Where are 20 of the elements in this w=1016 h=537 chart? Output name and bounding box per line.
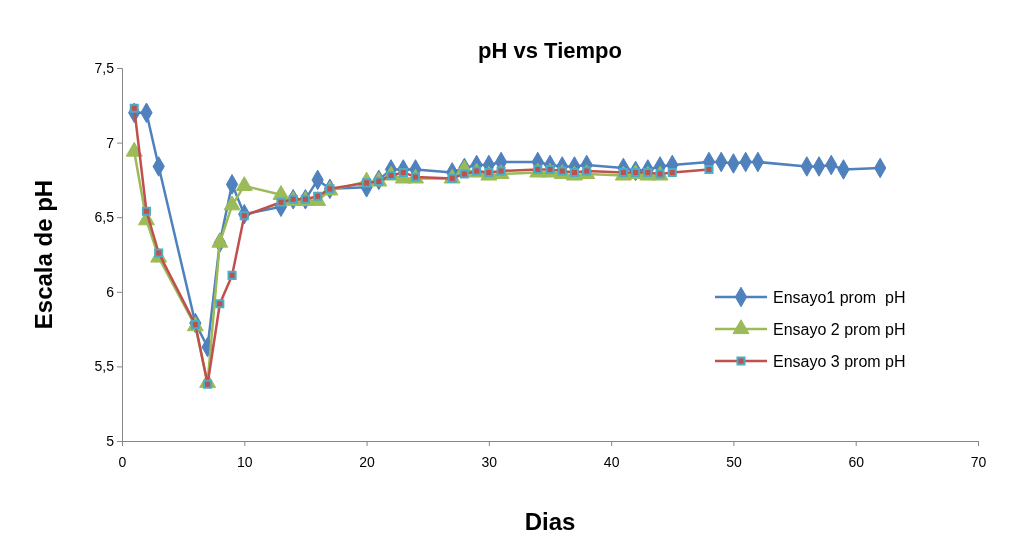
y-tick-label: 7,5 bbox=[94, 59, 115, 76]
x-tick-label: 20 bbox=[359, 454, 376, 471]
y-tick-label: 5,5 bbox=[94, 358, 115, 375]
legend-label: Ensayo1 prom pH bbox=[773, 288, 906, 306]
y-tick-label: 5 bbox=[106, 432, 115, 449]
y-tick-label: 7 bbox=[106, 134, 115, 151]
x-tick-label: 30 bbox=[481, 454, 498, 471]
x-axis-title: Dias bbox=[524, 508, 576, 535]
legend-label: Ensayo 2 prom pH bbox=[773, 320, 906, 338]
x-tick-label: 50 bbox=[726, 454, 742, 471]
y-axis-title: Escala de pH bbox=[30, 179, 57, 330]
chart-title: pH vs Tiempo bbox=[478, 38, 622, 63]
x-tick-label: 0 bbox=[118, 454, 127, 471]
y-tick-label: 6,5 bbox=[94, 209, 115, 226]
y-tick-label: 6 bbox=[106, 283, 115, 300]
x-tick-label: 10 bbox=[237, 454, 253, 471]
x-tick-label: 60 bbox=[848, 454, 865, 471]
x-tick-label: 70 bbox=[970, 454, 987, 471]
x-tick-label: 40 bbox=[603, 454, 620, 471]
legend-label: Ensayo 3 prom pH bbox=[773, 352, 906, 370]
